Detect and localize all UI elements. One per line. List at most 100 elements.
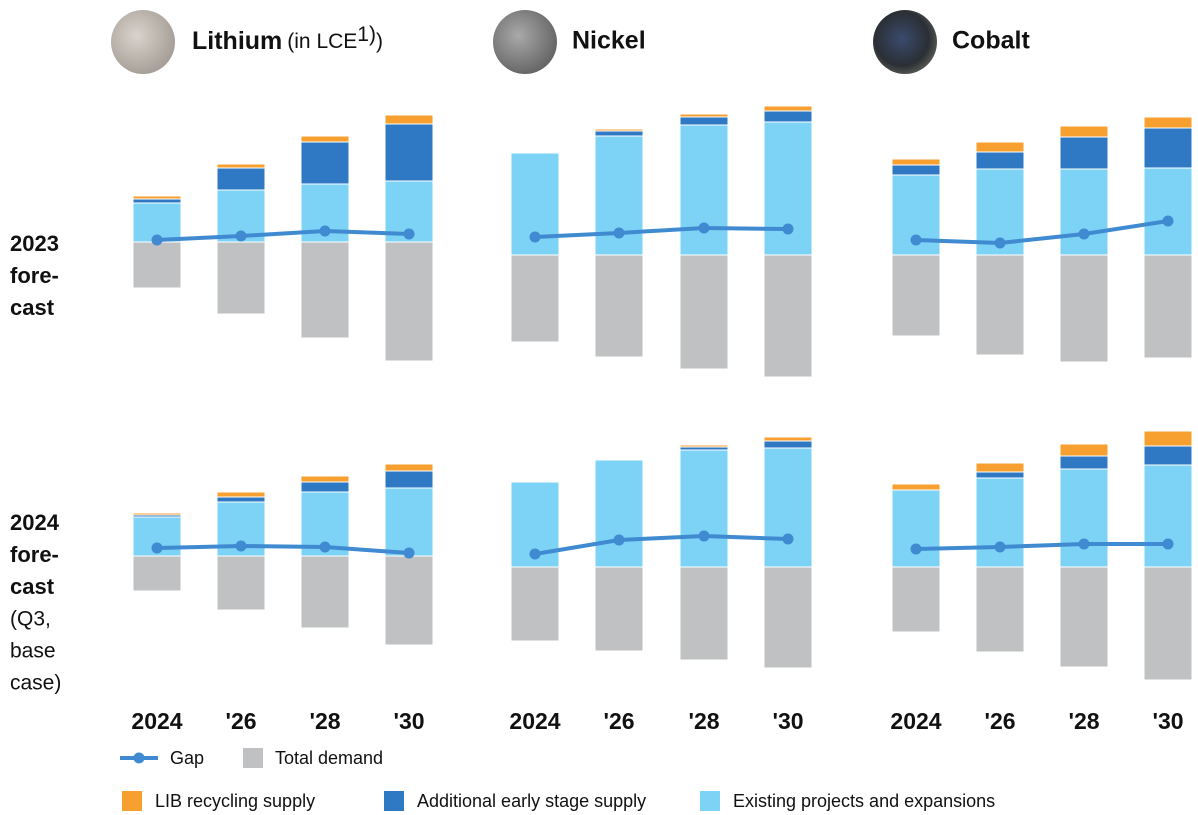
additional-bar [300, 481, 350, 493]
x-tick-label: '30 [1152, 708, 1183, 734]
recycling-bar [975, 141, 1025, 153]
additional-bar [975, 471, 1025, 479]
recycling-bar [384, 114, 434, 125]
recycling-bar [1143, 430, 1193, 447]
existing-bar [891, 489, 941, 568]
existing-bar [1059, 168, 1109, 256]
x-tick-label: 2024 [509, 708, 560, 734]
x-tick-label: '30 [393, 708, 424, 734]
footnote: 1) [357, 23, 376, 46]
gap-dot [235, 230, 247, 242]
gap-dot [151, 542, 163, 554]
x-tick-label: '28 [1068, 708, 1099, 734]
gap-dot [1162, 538, 1174, 550]
row-label: 2023 [10, 231, 59, 256]
additional-bar [384, 470, 434, 489]
x-tick-label: '26 [225, 708, 256, 734]
recycling-bar [1059, 125, 1109, 138]
gap-dot [319, 541, 331, 553]
gap-dot [1162, 215, 1174, 227]
existing-bar [763, 121, 813, 256]
gap-dot [1078, 228, 1090, 240]
demand-bar [1059, 254, 1109, 363]
demand-bar [300, 241, 350, 339]
demand-bar [1143, 566, 1193, 681]
x-tick-label: '28 [309, 708, 340, 734]
gap-line [156, 543, 410, 555]
recycling-bar [763, 105, 813, 112]
demand-bar [594, 566, 644, 652]
column-title: Nickel [572, 27, 646, 55]
demand-bar [763, 566, 813, 669]
existing-bar [679, 449, 729, 568]
demand-bar [384, 241, 434, 362]
demand-bar [891, 254, 941, 337]
gap-line [534, 225, 789, 239]
existing-bar [763, 447, 813, 568]
x-tick-label: '30 [772, 708, 803, 734]
row-label: fore- [10, 263, 59, 288]
demand-bar [679, 254, 729, 370]
recycling-bar [679, 113, 729, 118]
additional-bar [132, 198, 182, 204]
x-tick-label: 2024 [890, 708, 941, 734]
demand-bar [300, 555, 350, 629]
existing-bar [384, 487, 434, 557]
gap-dot [782, 533, 794, 545]
legend-label: Gap [170, 748, 204, 768]
demand-bar [975, 566, 1025, 653]
demand-bar [132, 555, 182, 592]
recycling-bar [594, 128, 644, 132]
recycling-bar [132, 195, 182, 200]
gap-line [534, 533, 789, 556]
column-title: Cobalt [952, 27, 1030, 55]
row-label: cast [10, 295, 55, 320]
recycling-bar [384, 463, 434, 472]
gap-dot [529, 231, 541, 243]
demand-bar [763, 254, 813, 378]
recycling-bar [891, 158, 941, 166]
x-tick-label: '26 [984, 708, 1015, 734]
additional-bar [1059, 136, 1109, 170]
legend-label: Existing projects and expansions [733, 791, 995, 811]
additional-bar [216, 496, 266, 503]
recycling-bar [1143, 116, 1193, 129]
recycling-bar [132, 512, 182, 516]
row-note: case) [10, 672, 61, 695]
additional-bar [679, 116, 729, 126]
additional-bar [300, 141, 350, 185]
additional-bar [384, 123, 434, 182]
recycling-bar [1059, 443, 1109, 457]
additional-bar [594, 130, 644, 137]
demand-bar [216, 241, 266, 315]
gap-dot [910, 543, 922, 555]
additional-bar [1059, 455, 1109, 470]
legend-swatch [243, 748, 263, 768]
row-label: cast [10, 574, 55, 599]
x-tick-label: '28 [688, 708, 719, 734]
unit: (in LCE [287, 30, 357, 53]
recycling-bar [216, 491, 266, 498]
legend-swatch [122, 791, 142, 811]
x-tick-label: 2024 [131, 708, 182, 734]
gap-dot [910, 234, 922, 246]
row-note: base [10, 640, 56, 663]
legend-swatch [384, 791, 404, 811]
row-label: fore- [10, 542, 59, 567]
gap-dot [151, 234, 163, 246]
nickel-icon [493, 10, 557, 74]
gap-dot [529, 548, 541, 560]
column-title: Lithium (in LCE1)) [192, 23, 383, 55]
additional-bar [891, 164, 941, 176]
demand-bar [510, 566, 560, 642]
existing-bar [1143, 167, 1193, 256]
legend-swatch [700, 791, 720, 811]
legend-label: Additional early stage supply [417, 791, 646, 811]
demand-bar [132, 241, 182, 289]
row-note: (Q3, [10, 608, 51, 631]
additional-bar [1143, 127, 1193, 169]
demand-bar [975, 254, 1025, 356]
gap-dot [235, 540, 247, 552]
gap-dot [403, 228, 415, 240]
